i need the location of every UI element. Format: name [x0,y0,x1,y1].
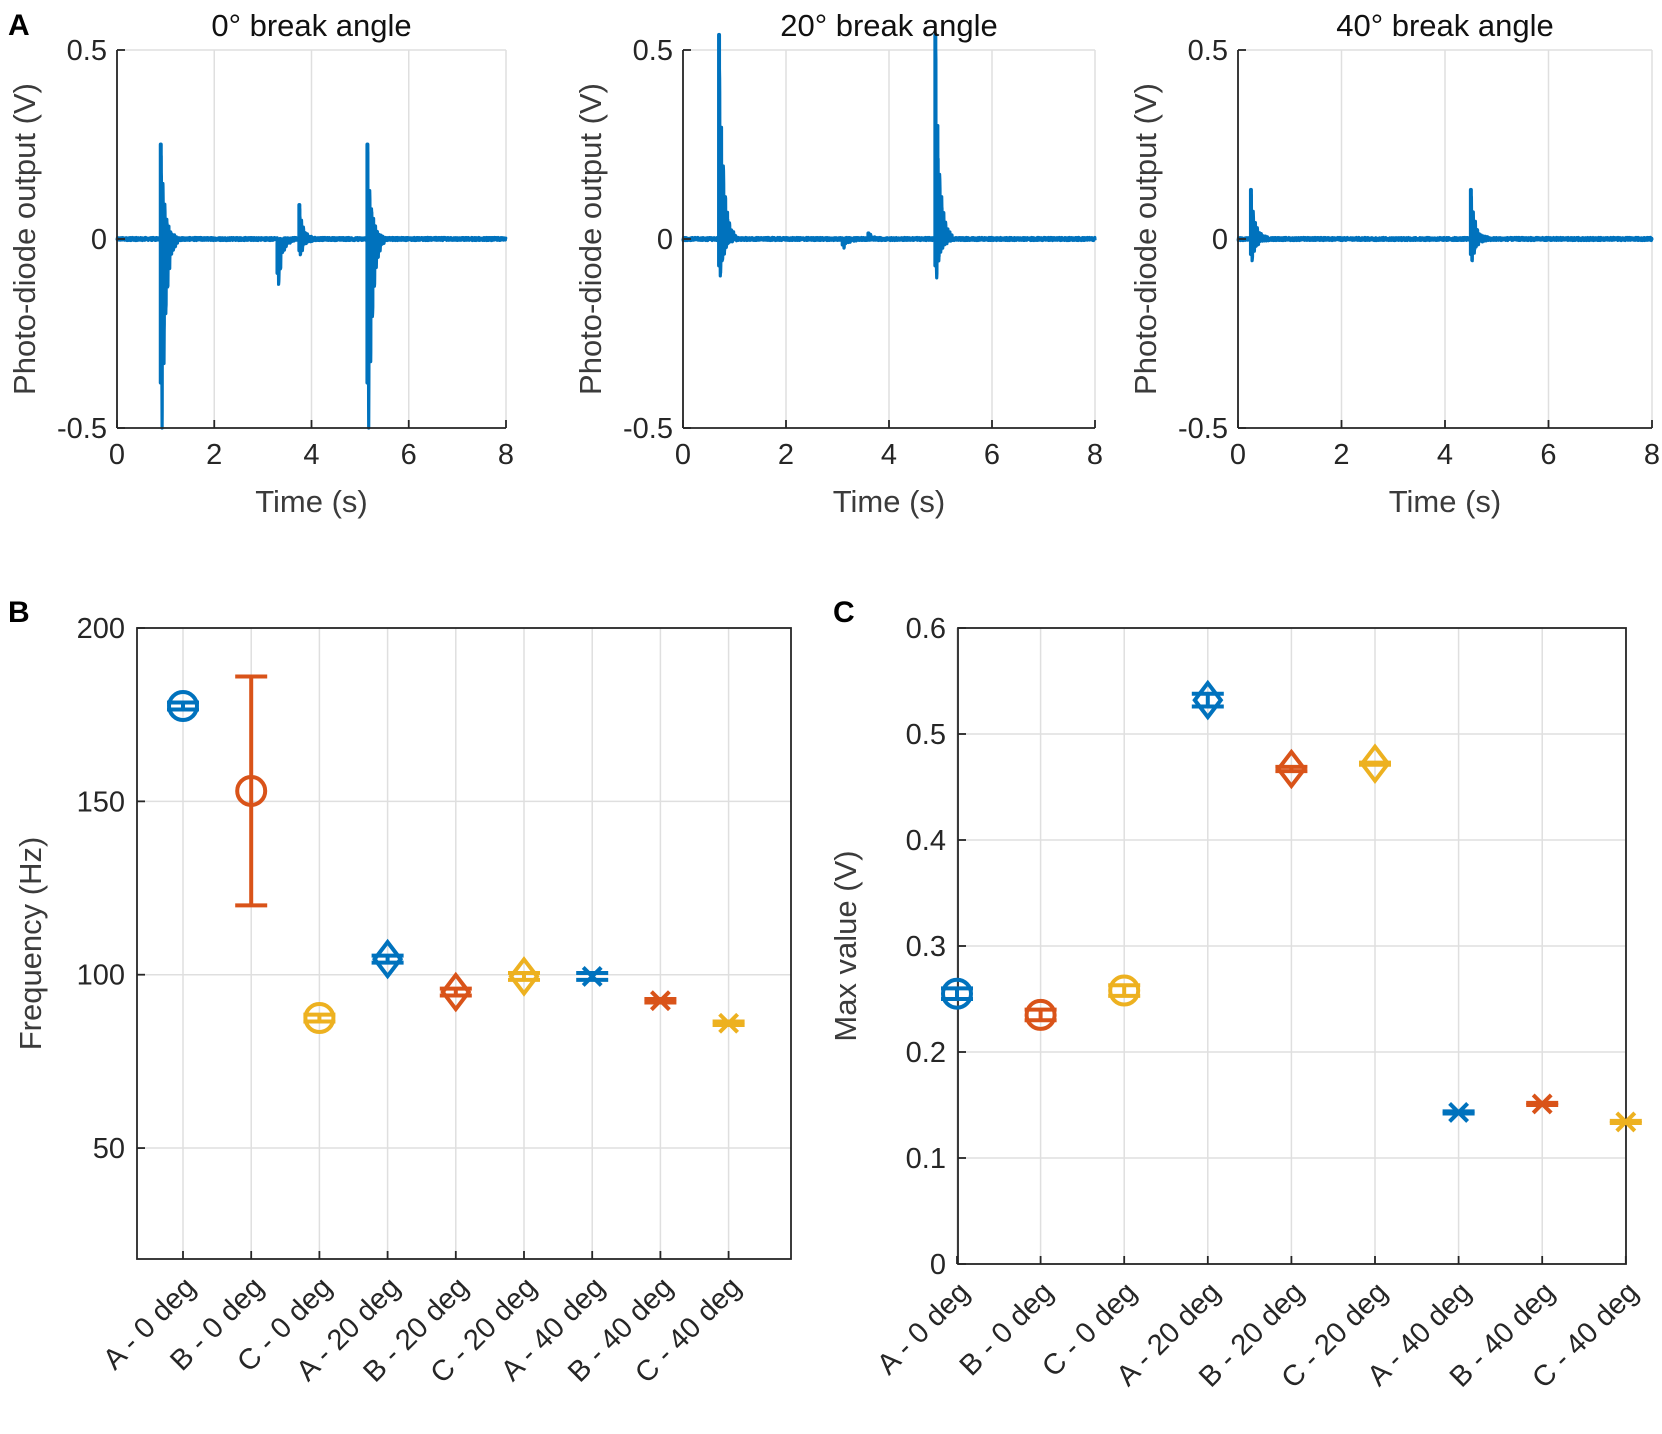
y-tick-label: -0.5 [1178,413,1228,445]
data-point [167,690,199,723]
signal-line [681,48,1097,280]
diamond-marker [1359,743,1391,784]
y-tick-label: 100 [77,960,125,992]
x-marker [1531,1093,1553,1115]
x-marker [649,990,671,1012]
x-tick-label: 6 [984,439,1000,471]
chart-title: 40° break angle [1336,8,1554,43]
data-point [1024,998,1057,1031]
diamond-marker [1192,679,1224,721]
circle-marker [1024,998,1057,1031]
y-axis-label: Photo-diode output (V) [1128,83,1163,395]
x-tick-label: 8 [1644,439,1660,471]
signal-line [1236,193,1654,263]
data-point [1526,1093,1559,1115]
x-axis-label: Time (s) [833,484,946,519]
x-marker [581,966,603,987]
y-tick-label: 0.4 [906,825,946,857]
panel-label-c: C [833,596,855,629]
x-tick-label: 6 [1540,439,1556,471]
data-point [371,938,404,980]
x-tick-label: 0 [675,439,691,471]
y-axis-label: Frequency (Hz) [13,837,48,1051]
y-tick-label: -0.5 [57,413,107,445]
circle-marker [167,690,199,723]
x-axis-label: Time (s) [1389,484,1502,519]
x-marker [718,1012,740,1034]
y-tick-label: 0 [91,224,107,256]
y-tick-label: 0 [657,224,673,256]
panel-label-b: B [8,596,30,629]
x-tick-label: 2 [206,439,222,471]
data-point [439,971,472,1013]
data-point [303,1002,336,1035]
y-tick-label: 0.3 [906,931,946,963]
x-tick-label: 0 [109,439,125,471]
data-point [1275,748,1308,790]
y-tick-label: 0.2 [906,1037,946,1069]
chart-title: 0° break angle [211,8,411,43]
data-point [508,956,540,997]
y-tick-label: 0.6 [906,613,946,645]
diamond-marker [372,938,404,980]
plot-frame [136,627,792,1260]
y-axis-label: Photo-diode output (V) [573,83,608,395]
data-point [941,977,973,1010]
data-point [1609,1111,1642,1133]
x-tick-label: 6 [401,439,417,471]
x-tick-label: 4 [303,439,319,471]
y-tick-label: 150 [77,786,125,818]
x-marker [1615,1111,1637,1133]
y-tick-label: -0.5 [623,413,673,445]
data-point [1442,1102,1475,1123]
circle-marker [941,977,973,1010]
y-axis-label: Max value (V) [828,850,863,1041]
y-tick-label: 0 [930,1249,946,1281]
data-point [1191,679,1224,721]
data-point [644,990,677,1012]
y-tick-label: 0 [1212,224,1228,256]
y-tick-label: 0.5 [1188,35,1228,67]
x-tick-label: 8 [498,439,514,471]
y-axis-label: Photo-diode output (V) [7,83,42,395]
circle-marker [1108,974,1141,1007]
data-point [576,966,609,987]
y-tick-label: 0.1 [906,1143,946,1175]
data-point [235,674,268,908]
y-tick-label: 0.5 [906,719,946,751]
chart-title: 20° break angle [780,8,998,43]
data-point [712,1012,745,1034]
x-tick-label: 8 [1087,439,1103,471]
y-tick-label: 50 [93,1133,125,1165]
circle-marker [235,774,268,807]
diamond-marker [1275,748,1307,790]
panel-label-a: A [8,9,30,42]
data-point [1108,974,1141,1007]
diamond-marker [440,971,472,1013]
signal-line [115,150,508,430]
x-tick-label: 0 [1230,439,1246,471]
y-tick-label: 200 [77,613,125,645]
x-tick-label: 2 [778,439,794,471]
x-tick-label: 4 [1437,439,1453,471]
y-tick-label: 0.5 [633,35,673,67]
diamond-marker [508,956,540,997]
y-tick-label: 0.5 [67,35,107,67]
x-tick-label: 4 [881,439,897,471]
data-point [1359,743,1391,784]
x-tick-label: 2 [1333,439,1349,471]
x-marker [1448,1102,1470,1123]
x-axis-label: Time (s) [255,484,368,519]
circle-marker [303,1002,336,1035]
